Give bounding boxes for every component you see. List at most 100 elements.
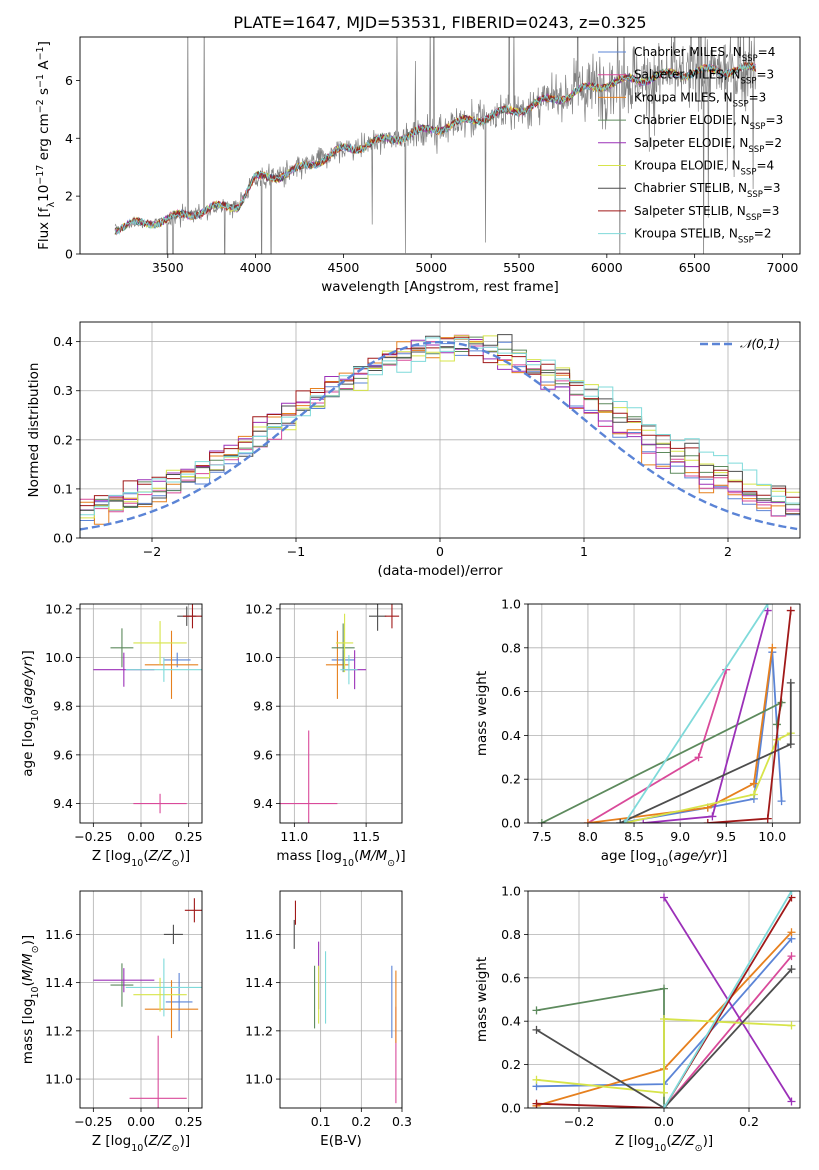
label-part: ( [143,1133,148,1149]
y-tick-label: 0.4 [501,728,521,743]
legend-sub: SSP [738,236,754,246]
legend-suffix: =3 [763,181,781,195]
legend-label: Salpeter MILES, NSSP=3 [634,68,774,87]
weight-marker-krou_miles [749,779,758,788]
legend-suffix: =2 [754,227,772,241]
x-tick-label: 0.2 [739,1114,759,1129]
weight-marker-chab_elodie [660,984,668,993]
label-part: Z [log [92,1133,131,1149]
legend-suffix: =3 [749,90,767,104]
y-tick-label: 9.4 [53,796,73,811]
label-part: ⊙ [172,858,180,869]
y-tick-label: 0.4 [53,334,73,349]
label-part: ⊙ [172,1143,180,1154]
label-part: Z [log [615,1133,654,1149]
y-axis-label: Normed distribution [26,363,42,498]
weight-marker-salp_elodie [787,1097,796,1106]
x-axis-label: Z [log10(Z/Z⊙)] [92,848,190,869]
plot-area-z_weight [528,891,800,1108]
legend-suffix: =3 [762,204,780,218]
x-tick-label: 0.0 [654,1114,674,1129]
label-part: −2 [35,99,46,113]
weight-marker-krou_stelib [620,819,629,823]
label-part: 10 [654,1143,666,1154]
y-tick-label: 11.6 [45,927,73,942]
x-tick-label: 0.2 [351,1114,371,1129]
histogram-krou_stelib [80,337,800,538]
y-tick-label: 11.4 [45,975,73,990]
legend-sub: SSP [741,77,757,87]
figure-title: PLATE=1647, MJD=53531, FIBERID=0243, z=0… [233,13,646,32]
label-part: λ [46,202,57,208]
y-tick-label: 2 [65,189,73,204]
x-axis-label: mass [log10(M/M⊙)] [276,848,405,869]
axes-frame [79,890,203,1109]
label-part: M/M [359,848,387,864]
label-part: 10 [131,858,143,869]
y-tick-label: 0.4 [501,1014,521,1029]
x-axis-label: (data-model)/error [377,563,503,579]
legend-sub: SSP [741,168,757,178]
y-tick-label: 0 [65,247,73,262]
y-tick-label: 10.0 [45,650,73,665]
y-axis-label: mass weight [474,957,490,1042]
y-tick-label: 0.2 [53,432,73,447]
legend-suffix: =3 [766,113,784,127]
weight-marker-chab_stelib [616,819,625,823]
y-tick-label: 10.2 [245,601,273,616]
y-tick-label: 11.0 [45,1072,73,1087]
y-tick-label: 6 [65,73,73,88]
y-tick-label: 0.0 [501,1101,521,1116]
weight-marker-krou_miles [583,819,592,823]
x-tick-label: −0.2 [564,1114,594,1129]
plot-area-z_age [80,604,202,823]
weight-marker-krou_stelib [787,891,796,895]
x-tick-label: 7.5 [532,829,552,844]
y-axis-label: mass weight [474,671,490,756]
x-tick-label: −0.25 [74,1114,112,1129]
x-tick-label: 1 [580,544,588,559]
y-tick-label: 0.2 [501,1057,521,1072]
label-part: )] [180,1133,191,1149]
weight-marker-chab_miles [777,797,786,806]
label-part: age [log [20,721,36,776]
x-tick-label: 3500 [152,260,184,275]
weight-line-salp_stelib [707,610,792,823]
x-tick-label: −1 [287,544,305,559]
legend-text: Salpeter MILES, N [634,68,741,82]
label-part: )] [180,848,191,864]
weight-line-salp_elodie [643,610,769,823]
legend-sub: SSP [747,190,763,200]
plot-area-z_mass [80,891,202,1108]
x-tick-label: 0.25 [175,829,203,844]
x-tick-label: 0.3 [392,1114,412,1129]
weight-marker-salp_stelib [786,606,795,615]
label-part: Flux [f [36,206,52,250]
label-part: M/M [20,953,36,981]
label-part: 10 [30,709,41,721]
label-part: ⊙ [30,945,41,953]
y-tick-label: 11.2 [45,1023,73,1038]
label-part: 10 [131,1143,143,1154]
y-tick-label: 0.2 [501,772,521,787]
legend-text: Chabrier STELIB, N [634,181,747,195]
weight-marker-chab_elodie [532,1006,541,1015]
label-part: −1 [35,46,46,60]
y-tick-label: 10.2 [45,601,73,616]
weight-marker-salp_stelib [532,1099,541,1108]
legend-sub: SSP [748,145,764,155]
legend-label: Kroupa ELODIE, NSSP=4 [634,159,774,178]
panel-residuals: −2 −1 0 1 2 0.0 0.1 0.2 0.3 0.4 (data-model)/error… [26,321,801,579]
weight-line-chab_elodie [541,700,783,823]
y-tick-label: 11.2 [245,1023,273,1038]
legend-suffix: =4 [758,45,776,59]
weight-marker-krou_miles [768,643,777,652]
axes-frame [527,603,801,824]
normal-curve [80,341,798,531]
label-part: ⊙ [387,858,395,869]
y-tick-label: 9.8 [253,699,273,714]
label-part: A [36,60,52,74]
label-part: 10 [656,858,668,869]
weight-marker-krou_stelib [660,1104,668,1108]
label-part: )] [20,650,36,661]
